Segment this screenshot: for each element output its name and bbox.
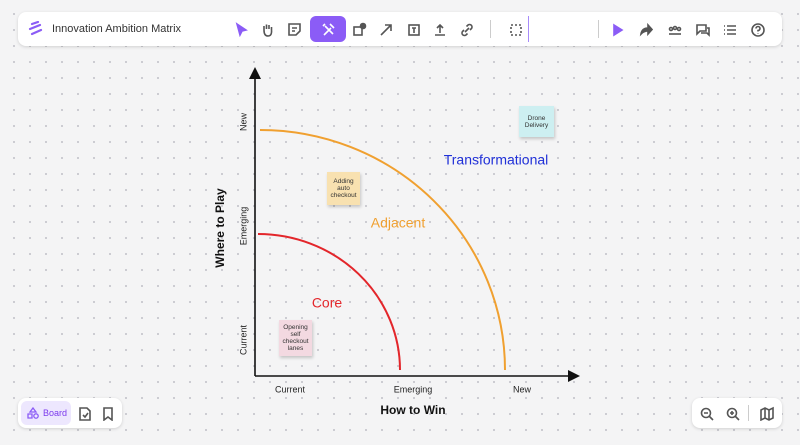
y-axis-label: Where to Play <box>213 188 227 268</box>
comments-button[interactable] <box>691 18 713 40</box>
text-tool[interactable] <box>402 18 424 40</box>
x-axis-label: How to Win <box>380 403 445 417</box>
document-button[interactable] <box>73 402 95 424</box>
collaborators-button[interactable] <box>663 18 685 40</box>
divider <box>598 20 599 38</box>
tools-menu[interactable] <box>310 16 346 42</box>
zoom-out-button[interactable] <box>695 402 717 424</box>
app-logo[interactable] <box>28 21 44 37</box>
outline-button[interactable] <box>718 18 740 40</box>
board-title[interactable]: Innovation Ambition Matrix <box>52 23 182 35</box>
zone-label: Core <box>312 295 343 311</box>
sticky-note-tool[interactable] <box>283 18 305 40</box>
upload-tool[interactable] <box>428 18 450 40</box>
zoom-in-button[interactable] <box>721 402 743 424</box>
hand-tool[interactable] <box>256 18 278 40</box>
help-button[interactable] <box>746 18 768 40</box>
link-tool[interactable] <box>455 18 477 40</box>
sticky-note[interactable]: Adding auto checkout <box>327 172 360 205</box>
y-tick-label: Current <box>238 324 248 355</box>
divider <box>528 16 529 42</box>
x-tick-label: Current <box>275 384 306 394</box>
divider <box>490 20 491 38</box>
board-tab[interactable]: Board <box>21 401 71 425</box>
x-tick-label: New <box>513 384 532 394</box>
x-axis-arrow <box>568 370 580 382</box>
y-axis-arrow <box>249 67 261 79</box>
transformational-boundary <box>259 129 506 371</box>
board-icon <box>27 406 39 419</box>
board-tab-label: Board <box>43 408 68 418</box>
zone-label: Transformational <box>444 152 549 168</box>
bookmark-button[interactable] <box>96 402 118 424</box>
x-tick-label: Emerging <box>394 384 433 394</box>
present-button[interactable] <box>606 18 628 40</box>
top-toolbar: Innovation Ambition Matrix <box>18 12 782 46</box>
sticky-note[interactable]: Opening self checkout lanes <box>279 320 312 356</box>
core-boundary <box>257 233 401 371</box>
frame-tool[interactable] <box>504 18 526 40</box>
y-tick-label: New <box>238 113 248 132</box>
bottom-left-bar: Board <box>18 398 122 428</box>
select-tool[interactable] <box>230 18 252 40</box>
sticky-note[interactable]: Drone Delivery <box>519 106 554 137</box>
share-button[interactable] <box>634 18 656 40</box>
y-tick-label: Emerging <box>238 207 248 246</box>
zoom-bar <box>692 398 782 428</box>
arrow-tool[interactable] <box>374 18 396 40</box>
divider <box>748 405 749 421</box>
minimap-button[interactable] <box>755 402 777 424</box>
shape-tool[interactable] <box>348 18 370 40</box>
zone-label: Adjacent <box>371 215 426 231</box>
